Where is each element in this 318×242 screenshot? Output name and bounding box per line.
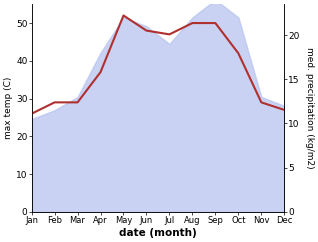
Y-axis label: max temp (C): max temp (C): [4, 77, 13, 139]
X-axis label: date (month): date (month): [119, 228, 197, 238]
Y-axis label: med. precipitation (kg/m2): med. precipitation (kg/m2): [305, 47, 314, 169]
